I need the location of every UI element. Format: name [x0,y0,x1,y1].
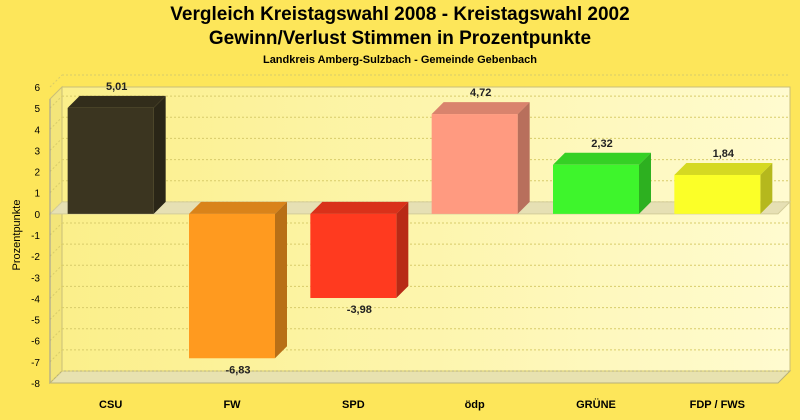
gridline-side [49,222,63,236]
bar [310,213,397,299]
bar-side [639,152,651,214]
gridline-side [49,370,63,384]
y-tick-label: -4 [31,294,40,305]
y-tick-label: 6 [34,83,40,94]
gridline-side [49,74,63,88]
gridline-side [49,116,63,130]
bar [67,107,154,214]
data-label: -6,83 [225,364,250,376]
y-tick-label: -3 [31,273,40,284]
bar-side [275,201,287,359]
data-label: 1,84 [713,148,735,160]
bar-top [189,201,287,214]
data-label: 4,72 [470,87,491,99]
gridline-side [49,286,63,299]
y-tick-label: 4 [34,125,40,136]
bar-side [517,102,530,214]
y-tick-label: 3 [34,146,40,157]
x-tick-label: FDP / FWS [690,399,745,411]
x-tick-label: SPD [342,399,365,411]
x-tick-label: FW [223,399,241,411]
bar-top [431,102,530,115]
bar [189,213,275,359]
y-tick-label: -1 [31,231,40,242]
y-tick-label: -7 [31,358,40,369]
bar-top [553,152,651,165]
x-tick-label: CSU [99,399,122,411]
plot-area [61,86,791,372]
x-tick-label: GRÜNE [576,398,616,411]
y-tick-label: 1 [34,189,40,200]
y-tick-label: -8 [31,379,40,390]
floor [48,370,792,384]
y-tick-label: -6 [31,337,40,348]
chart-title: Vergleich Kreistagswahl 2008 - Kreistags… [170,4,630,25]
gridline-side [49,95,63,109]
data-label: 5,01 [106,81,127,93]
bar-side [760,162,773,214]
data-label: -3,98 [347,304,372,316]
x-tick-label: ödp [465,399,485,411]
bar [674,174,761,214]
bar-top [674,162,773,175]
bar-top [310,201,409,214]
gridline-side [49,307,63,320]
gridline-side [49,349,63,363]
data-label: 2,32 [591,138,612,150]
gridline-side [49,138,63,151]
gridline-side [49,328,63,342]
gridline-side [49,264,63,278]
chart-region-label: Landkreis Amberg-Sulzbach - Gemeinde Geb… [262,54,538,66]
bar-side [396,201,409,299]
side-wall [49,85,63,385]
gridline-side [49,180,63,194]
gridline-side [49,243,63,257]
chart-subtitle: Gewinn/Verlust Stimmen in Prozentpunkte [208,28,592,49]
y-tick-label: 2 [34,168,40,179]
bar [431,114,518,214]
bar-top [67,95,166,108]
bar [553,164,639,214]
y-tick-label: -2 [31,252,40,263]
y-tick-label: 5 [34,104,40,115]
bar-side [153,95,166,214]
y-tick-label: -5 [31,316,40,327]
y-tick-label: 0 [34,210,40,221]
gridline-side [49,159,63,172]
y-axis-title: Prozentpunkte [11,200,23,271]
